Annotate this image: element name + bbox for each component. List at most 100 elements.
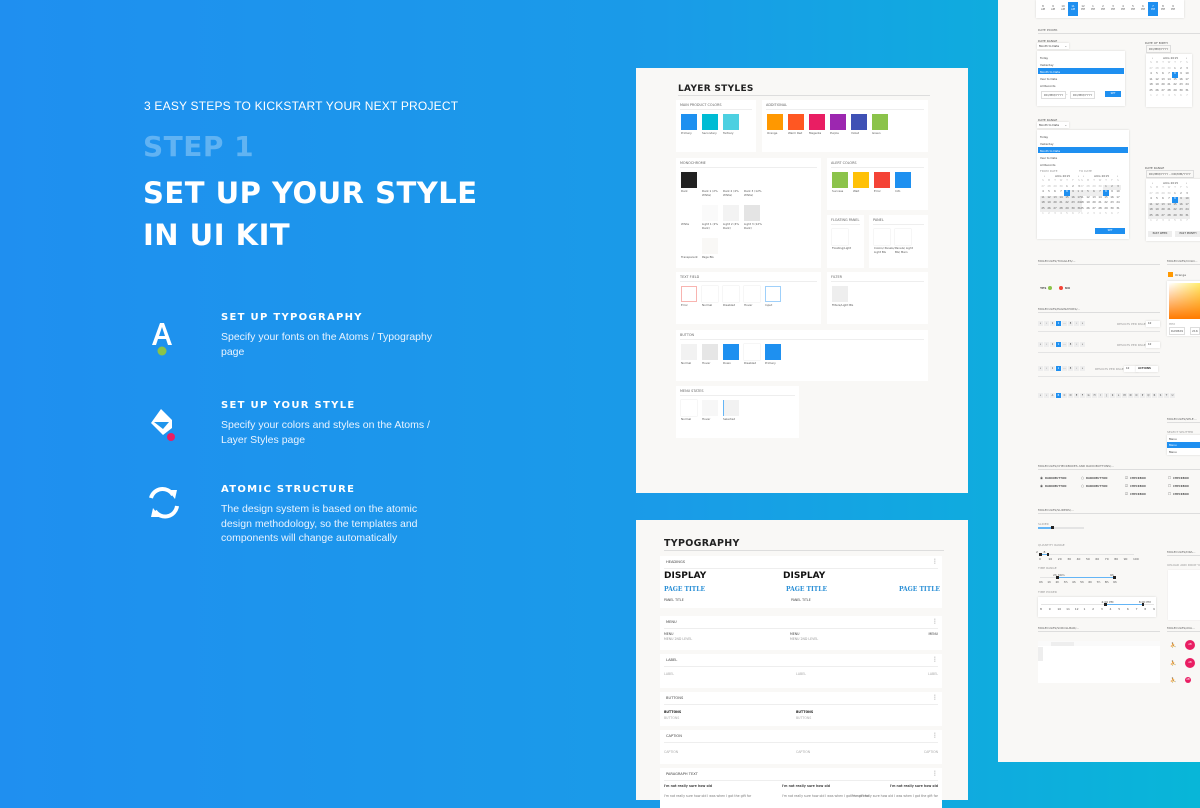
calendar-day[interactable]: 21 [1098, 201, 1102, 204]
calendar-day[interactable]: 29 [1092, 184, 1096, 188]
letter-button[interactable]: U [1170, 393, 1175, 398]
page-button[interactable]: 8 [1068, 342, 1073, 347]
page-button[interactable]: › [1074, 366, 1079, 371]
calendar-day[interactable]: 16 [1178, 202, 1184, 208]
select-option[interactable]: Menu [1167, 441, 1200, 448]
calendar-day[interactable]: 6 [1162, 197, 1164, 200]
calendar-day[interactable]: 13 [1161, 77, 1165, 81]
calendar-day[interactable]: 8 [1172, 197, 1178, 203]
calendar-day[interactable]: 7 [1168, 72, 1170, 75]
calendar-day[interactable]: 9 [1178, 197, 1184, 203]
color-swatch[interactable] [744, 344, 760, 360]
range-handle[interactable] [1141, 603, 1145, 606]
calendar-day[interactable]: 4 [1079, 190, 1085, 196]
calendar-day[interactable]: 29 [1053, 184, 1057, 188]
letter-button[interactable]: J [1104, 393, 1109, 398]
calendar-day[interactable]: 14 [1167, 77, 1171, 81]
page-button[interactable]: 2 [1056, 321, 1061, 326]
calendar-day[interactable]: 25 [1148, 213, 1154, 219]
color-swatch[interactable] [788, 114, 804, 130]
next-month-icon[interactable]: › [1117, 174, 1119, 178]
page-button[interactable]: … [1062, 321, 1067, 326]
calendar-day[interactable]: 9 [1111, 190, 1113, 193]
calendar-day[interactable]: 28 [1155, 191, 1159, 195]
past-month-button[interactable]: PAST MONTH [1175, 231, 1200, 237]
avatar[interactable]: AB [1185, 658, 1195, 668]
calendar-day[interactable]: 21 [1167, 83, 1171, 86]
calendar-day[interactable]: 14 [1058, 195, 1064, 201]
results-per-page-select[interactable]: 10 [1146, 321, 1160, 327]
page-button[interactable]: « [1038, 321, 1043, 326]
prev-month-icon[interactable]: ‹ [1152, 181, 1154, 185]
to-date-input[interactable]: DD/MM/YYYY [1070, 91, 1096, 99]
color-swatch[interactable] [702, 400, 718, 416]
range-track[interactable] [1041, 604, 1154, 605]
slider-handle[interactable] [1050, 526, 1054, 529]
prev-month-icon[interactable]: ‹ [1152, 56, 1154, 60]
calendar-day[interactable]: 2 [1072, 184, 1074, 188]
calendar-day[interactable]: 16 [1110, 195, 1114, 199]
calendar-day[interactable]: 30 [1167, 191, 1171, 195]
range-handle[interactable] [1046, 553, 1050, 556]
calendar-day[interactable]: 16 [1070, 195, 1076, 201]
date-option[interactable]: Yesterday [1040, 62, 1054, 67]
calendar-day[interactable]: 3 [1186, 191, 1188, 195]
calendar-day[interactable]: 20 [1160, 208, 1166, 214]
calendar-day[interactable]: 10 [1116, 190, 1120, 193]
calendar-day[interactable]: 19 [1046, 201, 1052, 207]
calendar-day[interactable]: 15 [1104, 195, 1108, 199]
color-swatch[interactable] [895, 229, 911, 245]
date-option[interactable]: All Records [1040, 83, 1056, 88]
time-slot[interactable]: 9 PM [1168, 2, 1178, 16]
calendar-day[interactable]: 6 [1180, 94, 1182, 97]
radio-icon[interactable]: ○ [1081, 476, 1084, 480]
color-swatch[interactable] [702, 344, 718, 360]
calendar-day[interactable]: 15 [1173, 77, 1177, 81]
calendar-day[interactable]: 2 [1087, 212, 1089, 215]
calendar-day[interactable]: 1 [1174, 191, 1176, 195]
calendar-day[interactable]: 17 [1184, 202, 1190, 208]
next-month-icon[interactable]: › [1186, 181, 1188, 185]
prev-month-icon[interactable]: ‹ [1044, 174, 1046, 178]
color-swatch[interactable] [723, 400, 739, 416]
calendar-day[interactable]: 26 [1154, 213, 1160, 219]
letter-button[interactable]: F [1080, 393, 1085, 398]
calendar-day[interactable]: 7 [1060, 190, 1062, 193]
calendar-day[interactable]: 18 [1040, 201, 1046, 207]
calendar-day[interactable]: 5 [1085, 190, 1091, 196]
checkbox-icon[interactable]: ☐ [1168, 484, 1172, 488]
calendar-day[interactable]: 24 [1116, 201, 1120, 204]
letter-button[interactable]: S [1158, 393, 1163, 398]
more-vertical-icon[interactable]: ⋮ [932, 558, 938, 565]
calendar-day[interactable]: 28 [1155, 66, 1159, 70]
color-swatch[interactable] [702, 114, 718, 130]
calendar-day[interactable]: 29 [1064, 206, 1070, 212]
radio-icon[interactable]: ◉ [1040, 476, 1043, 480]
calendar-day[interactable]: 2 [1048, 212, 1050, 215]
color-swatch[interactable] [723, 172, 739, 188]
actions-dropdown[interactable]: ACTIONS [1136, 366, 1158, 372]
color-swatch[interactable] [702, 286, 718, 302]
time-slot[interactable]: 10 AM [1058, 2, 1068, 16]
calendar-day[interactable]: 14 [1166, 202, 1172, 208]
calendar-day[interactable]: 27 [1041, 184, 1045, 188]
calendar-day[interactable]: 2 [1180, 191, 1182, 195]
calendar-day[interactable]: 12 [1154, 202, 1160, 208]
calendar-day[interactable]: 2 [1109, 184, 1115, 190]
checkbox-icon[interactable]: ☑ [1125, 476, 1129, 480]
time-slot[interactable]: 5 PM [1128, 2, 1138, 16]
calendar-day[interactable]: 15 [1172, 202, 1178, 208]
calendar-day[interactable]: 17 [1185, 77, 1189, 81]
page-button[interactable]: 2 [1056, 366, 1061, 371]
calendar-day[interactable]: 16 [1179, 77, 1183, 81]
checkbox-icon[interactable]: ☐ [1168, 492, 1172, 496]
color-swatch[interactable] [765, 286, 781, 302]
calendar-day[interactable]: 2 [1180, 66, 1182, 70]
color-swatch[interactable] [830, 114, 846, 130]
page-button[interactable]: 8 [1068, 366, 1073, 371]
color-swatch[interactable] [874, 172, 890, 188]
color-swatch[interactable] [702, 238, 718, 254]
calendar-day[interactable]: 23 [1179, 83, 1183, 86]
slider-track[interactable] [1038, 527, 1084, 529]
page-button[interactable]: ‹ [1044, 342, 1049, 347]
